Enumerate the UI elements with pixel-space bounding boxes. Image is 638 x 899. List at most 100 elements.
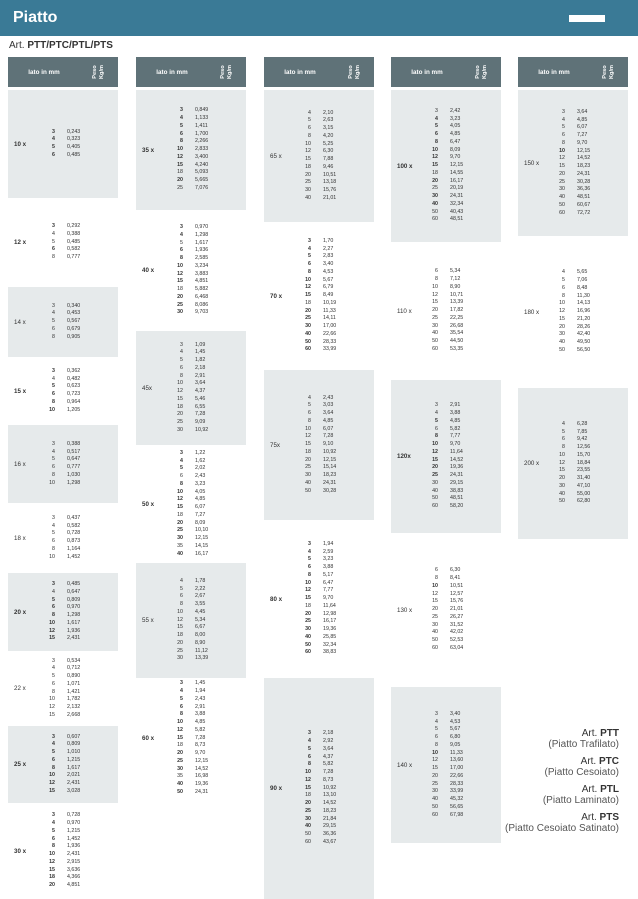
- weight-value: 4,37: [195, 388, 206, 394]
- thickness-value: 10: [559, 300, 565, 307]
- weight-value: 7,28: [323, 433, 334, 440]
- thickness-value: 8: [180, 138, 183, 145]
- thickness-value: 3: [52, 514, 55, 521]
- weight-value: 30,28: [323, 487, 337, 494]
- weight-value: 0,679: [67, 325, 81, 332]
- weight-value: 5,34: [450, 268, 461, 275]
- thickness-value: 12: [432, 448, 438, 455]
- size-header-label: lato in mm: [156, 68, 188, 76]
- weight-value: 9,70: [577, 139, 588, 146]
- weight-value: 24,31: [450, 193, 464, 200]
- thickness-value: 15: [49, 711, 55, 718]
- weight-value: 1,936: [195, 247, 209, 254]
- thickness-value: 25: [432, 314, 438, 321]
- thickness-value: 20: [177, 519, 183, 526]
- weight-value: 3,40: [450, 710, 461, 717]
- legend-desc: (Piatto Cesoiato): [544, 767, 619, 778]
- weight-list: 2,10 2,63 3,15 4,20 5,25 6,30 7,88 9,46 10,51 13,…: [311, 110, 351, 203]
- weight-value: 48,51: [450, 495, 464, 502]
- size-label: 14 x: [14, 318, 26, 326]
- thickness-value: 40: [305, 194, 311, 201]
- thickness-value: 10: [177, 488, 183, 495]
- weight-value: 9,703: [195, 309, 209, 316]
- weight-value: 55,00: [577, 490, 591, 497]
- thickness-value: 25: [432, 780, 438, 787]
- thickness-value: 12: [559, 459, 565, 466]
- weight-table-column: lato in mm Peso Kg/m 150 x 3 4 5 6 8 10 12 15 20 25 30…: [518, 57, 628, 539]
- weight-list: 0,388 0,517 0,647 0,777 1,030 1,298: [55, 441, 95, 488]
- legend-item-pts: Art. PTS (Piatto Cesoiato Satinato): [479, 812, 619, 834]
- weight-value: 0,777: [67, 254, 81, 261]
- thickness-value: 12: [559, 308, 565, 315]
- thickness-value: 18: [177, 403, 183, 410]
- thickness-value: 12: [305, 433, 311, 440]
- weight-value: 3,64: [577, 108, 588, 115]
- thickness-value: 4: [180, 577, 183, 584]
- article-legend: Art. PTT (Piatto Trafilato) Art. PTC (Pi…: [479, 728, 619, 840]
- weight-value: 3,23: [323, 556, 334, 563]
- weight-list: 0,534 0,712 0,890 1,071 1,421 1,782 2,132 2,668: [55, 658, 95, 720]
- size-label: 12 x: [14, 239, 27, 246]
- weight-value: 1,421: [67, 688, 81, 695]
- size-group: 120x 3 4 5 6 8 10 12 15 20 25 30 40 50 60 2,91 3,88 4,85 5…: [391, 380, 501, 533]
- thickness-value: 6: [562, 284, 565, 291]
- thickness-value: 30: [432, 788, 438, 795]
- thickness-value: 50: [305, 831, 311, 838]
- weight-value: 7,28: [195, 734, 206, 741]
- weight-value: 11,12: [195, 647, 208, 654]
- weight-value: 4,85: [450, 417, 461, 424]
- weight-value: 4,45: [195, 608, 206, 615]
- thickness-value: 10: [177, 719, 183, 726]
- weight-value: 1,071: [67, 680, 81, 687]
- weight-value: 15,70: [577, 451, 591, 458]
- weight-value: 6,30: [323, 148, 334, 155]
- weight-value: 5,665: [195, 177, 209, 184]
- weight-value: 18,84: [577, 459, 591, 466]
- weight-value: 36,36: [323, 831, 337, 838]
- thickness-value: 4: [52, 820, 55, 826]
- weight-value: 16,98: [195, 773, 209, 780]
- weight-value: 40,43: [450, 208, 464, 215]
- weight-value: 14,52: [450, 456, 464, 463]
- weight-value: 4,37: [323, 753, 334, 760]
- weight-value: 15,76: [323, 187, 337, 193]
- thickness-value: 6: [435, 734, 438, 740]
- thickness-value: 10: [305, 425, 311, 432]
- thickness-value: 4: [52, 310, 55, 317]
- thickness-value: 6: [52, 680, 55, 687]
- thickness-value: 4: [180, 231, 183, 238]
- size-label: 110 x: [397, 307, 412, 315]
- thickness-value: 25: [177, 301, 183, 308]
- weight-value: 14,11: [323, 315, 336, 322]
- weight-value: 0,809: [67, 596, 81, 603]
- thickness-value: 18: [305, 163, 311, 170]
- weight-value: 8,41: [450, 575, 461, 582]
- thickness-value: 8: [435, 575, 438, 582]
- weight-value: 9,46: [323, 163, 334, 170]
- thickness-value: 8: [52, 612, 55, 618]
- weight-value: 8,00: [195, 632, 206, 639]
- size-group: 140 x 3 4 5 6 8 10 12 15 20 25 30 40 50 60 3,40 4,53 5,67…: [391, 687, 501, 843]
- thickness-value: 3: [435, 710, 438, 717]
- weight-value: 5,82: [450, 425, 461, 432]
- size-group: 16 x 3 4 5 6 8 10 0,388 0,517 0,647 0,777 1,030 1,29…: [8, 425, 118, 503]
- weight-value: 2,59: [323, 548, 334, 555]
- thickness-value: 3: [308, 237, 311, 244]
- thickness-value: 12: [49, 858, 55, 865]
- thickness-value: 10: [49, 406, 55, 413]
- thickness-value: 3: [52, 302, 55, 309]
- thickness-value: 20: [305, 456, 311, 463]
- size-header-label: lato in mm: [538, 68, 570, 76]
- thickness-value: 5: [180, 239, 183, 246]
- thickness-value: 18: [305, 299, 311, 306]
- thickness-value: 20: [177, 293, 183, 300]
- weight-value: 19,36: [323, 626, 337, 633]
- thickness-value: 12: [432, 590, 438, 597]
- thickness-list: 3 4 5 6 8 10 12 15 20 25 30 40 50 60: [424, 402, 438, 511]
- thickness-value: 3: [435, 402, 438, 409]
- thickness-value: 12: [177, 616, 183, 623]
- thickness-value: 12: [305, 587, 311, 594]
- thickness-value: 30: [305, 187, 311, 193]
- weight-list: 0,292 0,388 0,485 0,582 0,777: [55, 223, 95, 262]
- weight-value: 7,076: [195, 184, 209, 191]
